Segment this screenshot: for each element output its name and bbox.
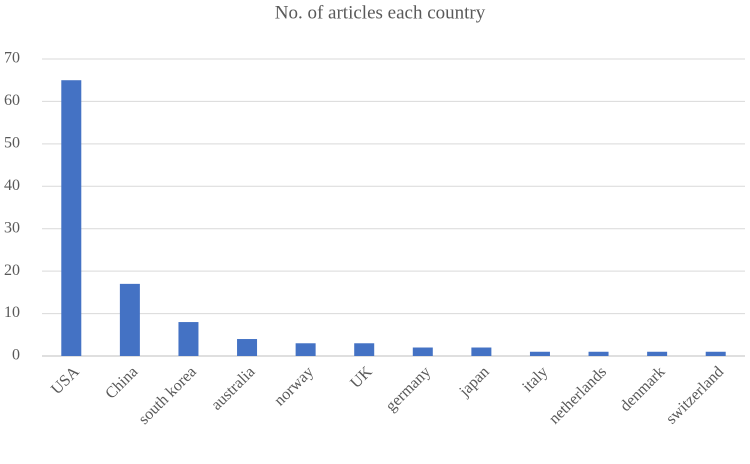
x-tick-label: UK	[347, 363, 376, 392]
bar	[119, 283, 140, 356]
y-tick-label: 10	[4, 304, 20, 321]
y-tick-label: 40	[4, 177, 20, 194]
y-tick-label: 70	[4, 50, 20, 67]
bar	[471, 347, 492, 356]
bar	[295, 343, 316, 356]
y-tick-label: 30	[4, 219, 20, 236]
x-tick-label: China	[102, 363, 141, 402]
x-tick-label: switzerland	[663, 363, 727, 427]
y-tick-label: 50	[4, 135, 20, 152]
bar	[178, 322, 199, 356]
bar	[237, 339, 258, 356]
x-tick-label: germany	[383, 363, 435, 415]
x-tick-label: netherlands	[546, 363, 610, 427]
y-tick-label: 0	[12, 347, 20, 364]
bar	[647, 351, 668, 356]
bar	[705, 351, 726, 356]
x-tick-label: denmark	[617, 363, 669, 415]
bar	[61, 80, 82, 356]
y-tick-label: 20	[4, 262, 20, 279]
y-tick-label: 60	[4, 92, 20, 109]
bar	[529, 351, 550, 356]
bar	[588, 351, 609, 356]
bar	[354, 343, 375, 356]
x-tick-label: south korea	[135, 363, 199, 427]
chart-title: No. of articles each country	[275, 2, 486, 23]
x-tick-label: norway	[271, 363, 317, 409]
bar	[412, 347, 433, 356]
x-tick-label: australia	[208, 363, 258, 413]
x-tick-label: italy	[519, 363, 551, 395]
x-tick-label: japan	[456, 363, 493, 400]
x-tick-label: USA	[48, 363, 83, 398]
